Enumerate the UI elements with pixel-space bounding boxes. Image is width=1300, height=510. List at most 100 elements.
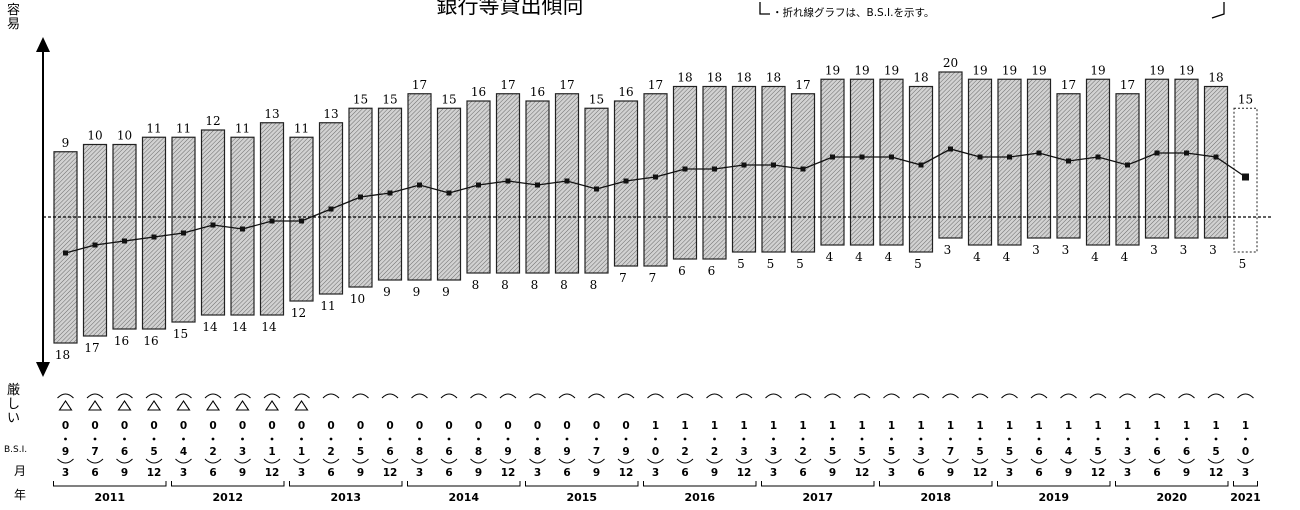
negative-mark: [87, 400, 103, 411]
bsi-digit-ones: 3: [770, 446, 777, 458]
bsi-point: [741, 162, 747, 168]
bar: [230, 136, 255, 316]
decimal-point: [860, 437, 864, 441]
decimal-point: [1067, 437, 1070, 441]
bar: [908, 85, 934, 253]
bsi-point: [299, 218, 304, 224]
month-label: 9: [593, 467, 600, 479]
decimal-point: [919, 437, 923, 441]
y-axis-bottom-label: 厳しい: [7, 383, 20, 426]
decimal-point: [64, 437, 67, 441]
bracket-close: [499, 458, 517, 464]
bar-label-up: 10: [87, 129, 102, 143]
negative-mark: [58, 400, 73, 411]
bsi-point: [889, 154, 894, 160]
bsi-digit-ones: 5: [829, 446, 836, 458]
bsi-digit-ones: 3: [740, 446, 747, 458]
month-label: 3: [180, 467, 187, 479]
bracket-close: [381, 458, 399, 464]
bsi-digit-tens: 1: [1124, 420, 1131, 432]
bsi-digit-ones: 5: [888, 446, 895, 458]
bsi-digit-ones: 6: [1153, 446, 1160, 458]
bar-label-down: 3: [1209, 243, 1217, 257]
bar-label-up: 15: [1238, 92, 1253, 106]
bsi-digit-ones: 2: [681, 446, 688, 458]
bracket-close: [1060, 458, 1077, 464]
bsi-point: [240, 226, 245, 232]
bar: [849, 78, 875, 246]
bsi-point: [800, 166, 806, 172]
bracket-open: [470, 393, 487, 399]
month-label: 6: [91, 467, 98, 479]
bracket-close: [175, 458, 192, 464]
decimal-point: [536, 437, 539, 441]
bsi-digit-ones: 1: [298, 446, 305, 458]
bsi-digit-ones: 4: [180, 446, 187, 458]
bar: [1085, 78, 1111, 246]
bracket-close: [617, 458, 635, 464]
bsi-digit-tens: 1: [858, 420, 865, 432]
bar: [1056, 93, 1081, 239]
year-bracket: [525, 481, 639, 487]
month-label: 12: [1209, 467, 1224, 479]
bar: [171, 136, 196, 323]
bsi-digit-tens: 0: [593, 420, 600, 432]
bracket-open: [647, 393, 664, 399]
bar-label-up: 17: [795, 78, 810, 92]
bracket-open: [411, 393, 428, 399]
bracket-close: [352, 458, 369, 464]
decimal-point: [1008, 437, 1011, 441]
bsi-point: [623, 178, 629, 184]
bsi-point: [1125, 162, 1130, 168]
negative-mark: [235, 400, 250, 411]
bar-label-up: 15: [353, 92, 368, 106]
month-label: 9: [1183, 467, 1190, 479]
bar-label-up: 16: [618, 85, 633, 99]
bar: [672, 85, 698, 260]
bracket-open: [1237, 393, 1254, 399]
decimal-point: [93, 437, 97, 441]
decimal-point: [683, 437, 687, 441]
month-label: 3: [1006, 467, 1013, 479]
bracket-close: [765, 458, 782, 464]
bar-label-down: 7: [649, 271, 657, 285]
negative-mark: [264, 400, 280, 411]
decimal-point: [595, 437, 598, 441]
bracket-close: [912, 458, 930, 464]
bracket-open: [381, 393, 399, 399]
bsi-digit-ones: 9: [622, 446, 629, 458]
bracket-close: [647, 458, 664, 464]
bracket-open: [558, 393, 576, 399]
bsi-digit-tens: 1: [740, 420, 747, 432]
bar-label-down: 5: [1239, 257, 1247, 271]
decimal-point: [1244, 437, 1247, 441]
bsi-digit-tens: 0: [239, 420, 246, 432]
bar-label-down: 9: [383, 285, 391, 299]
decimal-point: [742, 437, 746, 441]
decimal-point: [565, 437, 569, 441]
decimal-point: [447, 437, 451, 441]
bsi-digit-tens: 0: [475, 420, 482, 432]
bracket-open: [1148, 393, 1166, 399]
bar-label-down: 4: [973, 250, 981, 264]
bar-label-down: 7: [619, 271, 627, 285]
bar-label-up: 16: [471, 85, 486, 99]
bar: [938, 71, 963, 239]
bsi-digit-tens: 1: [1212, 420, 1219, 432]
bar-label-up: 19: [1031, 63, 1046, 77]
month-label: 12: [501, 467, 516, 479]
bar: [731, 85, 757, 253]
bar-label-down: 5: [767, 257, 775, 271]
year-bracket: [761, 481, 875, 487]
bar-label-down: 14: [261, 320, 277, 334]
bsi-digit-ones: 7: [947, 446, 954, 458]
bsi-point: [269, 218, 275, 224]
month-label: 9: [711, 467, 718, 479]
bar-label-up: 11: [146, 121, 161, 135]
bar: [997, 78, 1022, 246]
decimal-point: [890, 437, 893, 441]
bar-label-up: 18: [913, 71, 928, 85]
month-label: 3: [416, 467, 423, 479]
month-label: 12: [383, 467, 398, 479]
bar-label-up: 11: [176, 121, 191, 135]
